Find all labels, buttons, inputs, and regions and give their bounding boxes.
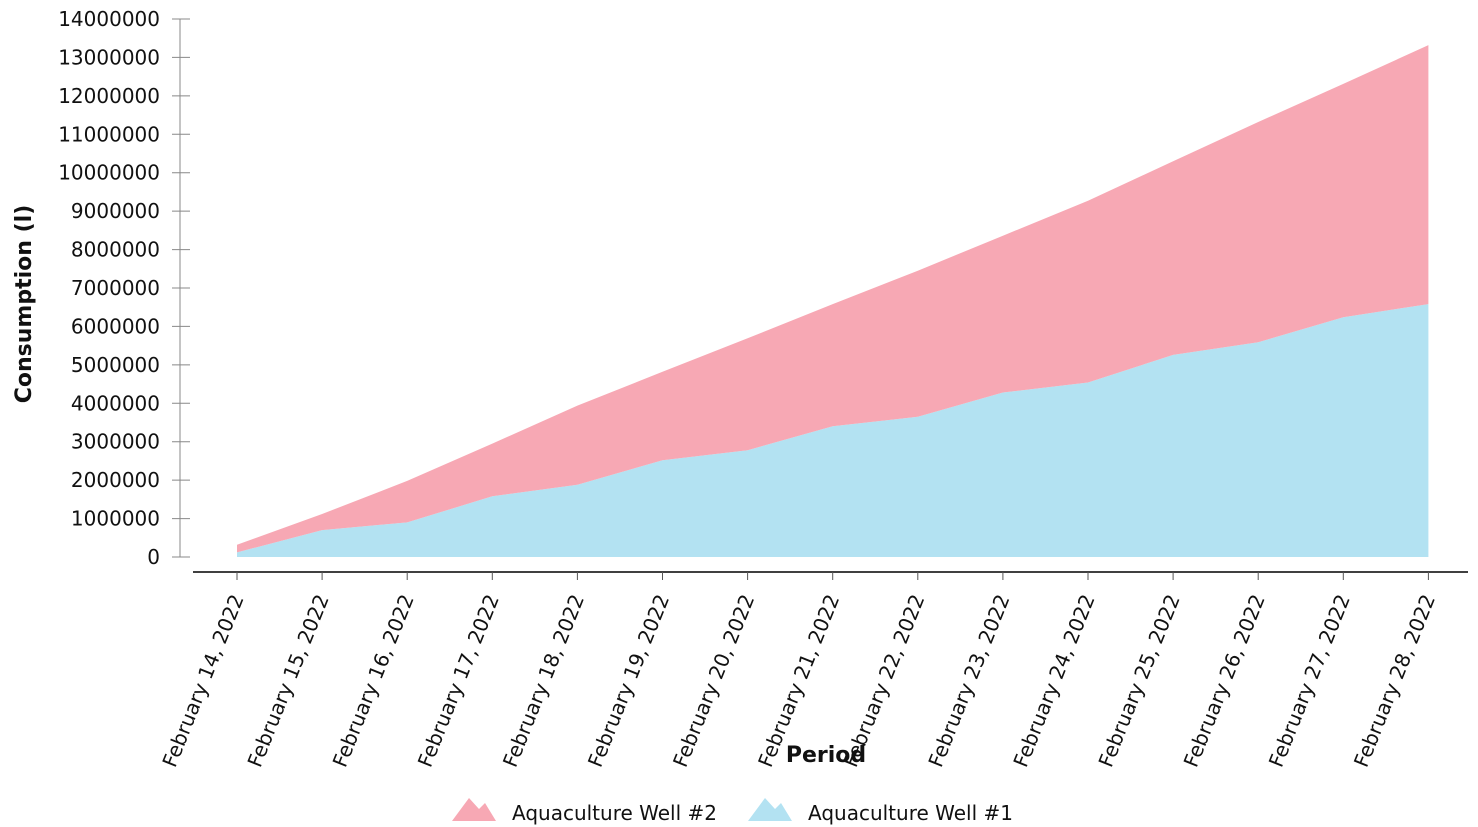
x-tick-label: February 27, 2022 — [1264, 591, 1355, 771]
y-tick-label: 4000000 — [71, 391, 160, 415]
y-tick-label: 8000000 — [71, 238, 160, 262]
x-tick-label: February 20, 2022 — [668, 591, 759, 771]
y-tick-label: 2000000 — [71, 468, 160, 492]
y-tick-label: 1000000 — [71, 507, 160, 531]
y-tick-label: 9000000 — [71, 199, 160, 223]
legend-swatch-aquaculture-well-2-icon — [452, 798, 496, 821]
area-aquaculture-well-2 — [237, 45, 1429, 553]
x-tick-label: February 26, 2022 — [1179, 591, 1270, 771]
area-aquaculture-well-1 — [237, 304, 1429, 557]
x-tick-label: February 16, 2022 — [328, 591, 419, 771]
y-tick-label: 7000000 — [71, 276, 160, 300]
x-tick-label: February 24, 2022 — [1008, 591, 1099, 771]
y-tick-label: 6000000 — [71, 314, 160, 338]
x-axis-title: Period — [786, 743, 866, 768]
x-tick-label: February 15, 2022 — [243, 591, 334, 771]
y-tick-label: 12000000 — [58, 84, 160, 108]
y-tick-label: 14000000 — [58, 7, 160, 31]
x-tick-label: February 25, 2022 — [1094, 591, 1185, 771]
x-tick-label: February 18, 2022 — [498, 591, 589, 771]
legend-label-aquaculture-well-1: Aquaculture Well #1 — [808, 801, 1013, 825]
x-tick-label: February 28, 2022 — [1349, 591, 1440, 771]
legend-swatch-aquaculture-well-1-icon — [748, 798, 792, 821]
x-tick-label: February 23, 2022 — [923, 591, 1014, 771]
x-tick-label: February 14, 2022 — [157, 591, 248, 771]
y-axis: 0 1000000 2000000 3000000 4000000 5000000 6000… — [58, 7, 190, 569]
area-layer — [237, 45, 1429, 557]
y-tick-label: 11000000 — [58, 122, 160, 146]
y-tick-label: 0 — [147, 545, 160, 569]
x-tick-label: February 17, 2022 — [413, 591, 504, 771]
y-tick-label: 13000000 — [58, 45, 160, 69]
x-tick-label: February 19, 2022 — [583, 591, 674, 771]
legend-label-aquaculture-well-2: Aquaculture Well #2 — [512, 801, 717, 825]
y-tick-label: 5000000 — [71, 353, 160, 377]
y-tick-label: 3000000 — [71, 430, 160, 454]
y-axis-title: Consumption (l) — [12, 205, 37, 404]
legend: Aquaculture Well #2 Aquaculture Well #1 — [452, 798, 1013, 825]
y-tick-label: 10000000 — [58, 161, 160, 185]
